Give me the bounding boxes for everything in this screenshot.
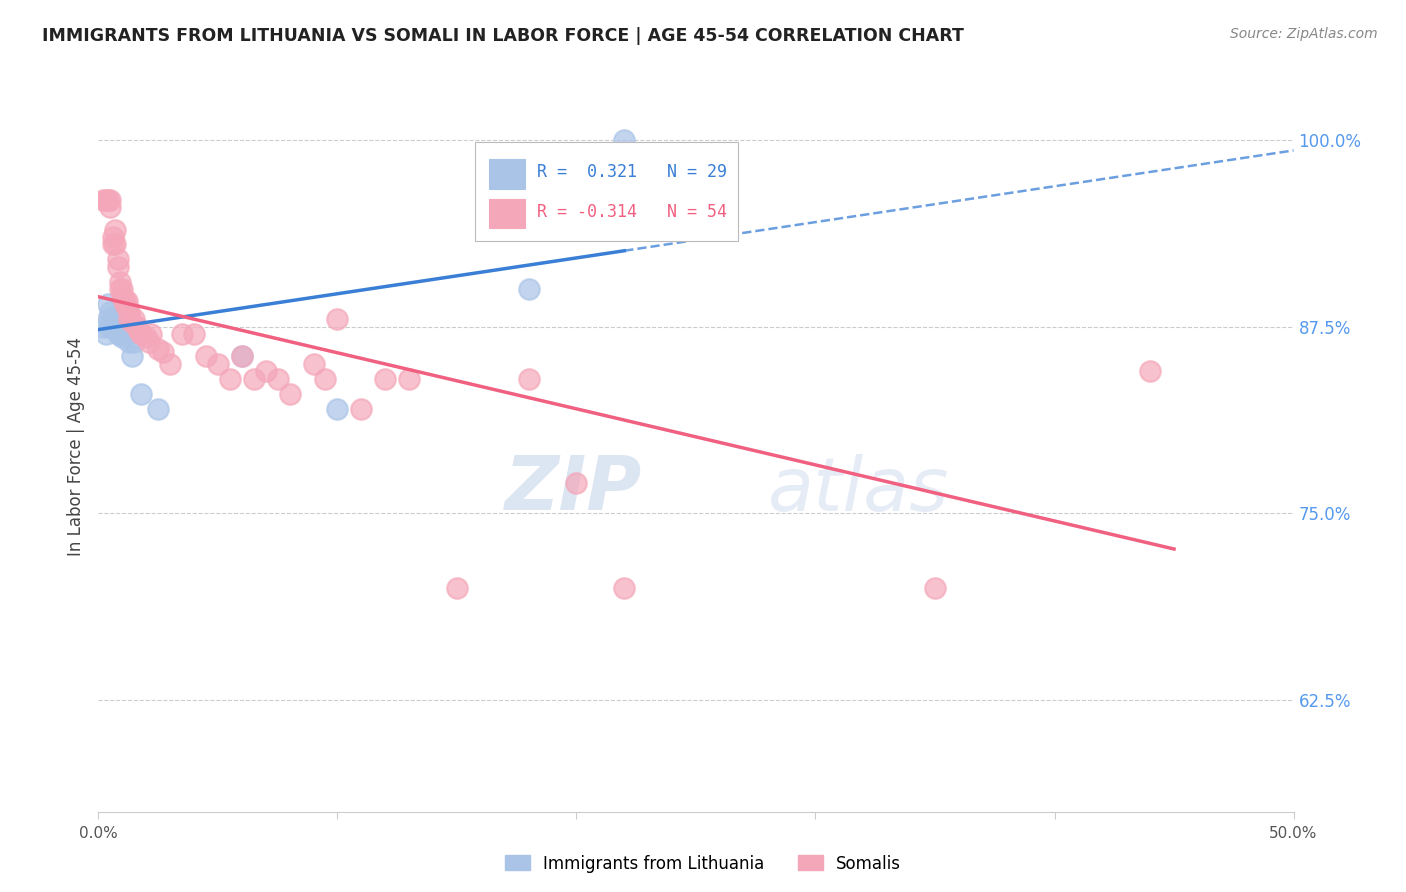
- Point: [104, 319, 127, 334]
- Y-axis label: In Labor Force | Age 45-54: In Labor Force | Age 45-54: [66, 336, 84, 556]
- Point: [135, 330, 157, 344]
- Text: IMMIGRANTS FROM LITHUANIA VS SOMALI IN LABOR FORCE | AGE 45-54 CORRELATION CHART: IMMIGRANTS FROM LITHUANIA VS SOMALI IN L…: [42, 27, 965, 45]
- Point: [1139, 364, 1161, 378]
- Point: [114, 293, 136, 307]
- Point: [108, 326, 131, 341]
- Point: [111, 282, 134, 296]
- Point: [398, 372, 420, 386]
- Point: [207, 357, 229, 371]
- Point: [98, 319, 122, 334]
- Point: [326, 312, 349, 326]
- Point: [613, 581, 636, 595]
- Point: [172, 326, 194, 341]
- Point: [98, 193, 122, 207]
- Text: atlas: atlas: [768, 454, 949, 526]
- Point: [111, 290, 134, 304]
- Point: [115, 300, 138, 314]
- Point: [148, 342, 170, 356]
- Point: [131, 326, 153, 341]
- Point: [446, 581, 468, 595]
- Point: [98, 200, 122, 214]
- Point: [91, 193, 114, 207]
- Point: [613, 133, 636, 147]
- Point: [517, 372, 540, 386]
- FancyBboxPatch shape: [475, 143, 738, 241]
- Point: [94, 193, 117, 207]
- Point: [115, 294, 138, 309]
- Point: [517, 282, 540, 296]
- Point: [138, 334, 160, 349]
- Point: [231, 350, 253, 364]
- Point: [111, 330, 134, 344]
- Point: [315, 372, 337, 386]
- Point: [350, 401, 373, 416]
- Point: [159, 357, 181, 371]
- Point: [94, 326, 117, 341]
- Point: [108, 319, 131, 334]
- Point: [924, 581, 946, 595]
- Point: [107, 326, 129, 341]
- Point: [183, 326, 205, 341]
- Point: [97, 312, 120, 326]
- Text: ZIP: ZIP: [505, 453, 643, 526]
- Point: [104, 222, 127, 236]
- Point: [104, 309, 127, 323]
- Point: [101, 319, 124, 334]
- Point: [97, 297, 120, 311]
- Legend: Immigrants from Lithuania, Somalis: Immigrants from Lithuania, Somalis: [498, 848, 908, 880]
- Point: [108, 275, 131, 289]
- Point: [148, 401, 170, 416]
- Point: [118, 304, 141, 318]
- Point: [111, 319, 134, 334]
- Bar: [489, 160, 524, 188]
- Point: [565, 476, 588, 491]
- Point: [104, 315, 127, 329]
- Point: [97, 193, 120, 207]
- Point: [107, 252, 129, 267]
- Point: [374, 372, 396, 386]
- Point: [128, 324, 150, 338]
- Text: Source: ZipAtlas.com: Source: ZipAtlas.com: [1230, 27, 1378, 41]
- Point: [101, 312, 124, 326]
- Point: [195, 350, 218, 364]
- Point: [107, 260, 129, 274]
- Point: [121, 350, 143, 364]
- Point: [243, 372, 266, 386]
- Point: [326, 401, 349, 416]
- Text: R = -0.314   N = 54: R = -0.314 N = 54: [537, 203, 727, 221]
- Point: [101, 237, 124, 252]
- Point: [219, 372, 242, 386]
- Point: [124, 334, 146, 349]
- Point: [101, 230, 124, 244]
- Point: [118, 312, 141, 326]
- Point: [114, 297, 136, 311]
- Text: R =  0.321   N = 29: R = 0.321 N = 29: [537, 162, 727, 181]
- Point: [125, 319, 148, 334]
- Point: [139, 326, 162, 341]
- Point: [104, 237, 127, 252]
- Point: [108, 282, 131, 296]
- Point: [121, 315, 143, 329]
- Point: [114, 319, 136, 334]
- Point: [115, 326, 138, 341]
- Point: [231, 350, 253, 364]
- Point: [302, 357, 325, 371]
- Point: [91, 319, 114, 334]
- Point: [152, 345, 174, 359]
- Point: [254, 364, 277, 378]
- Point: [267, 372, 290, 386]
- Point: [131, 386, 153, 401]
- Point: [98, 304, 122, 318]
- Point: [278, 386, 301, 401]
- Bar: [489, 199, 524, 228]
- Point: [124, 312, 146, 326]
- Point: [107, 315, 129, 329]
- Point: [118, 334, 141, 349]
- Point: [107, 312, 129, 326]
